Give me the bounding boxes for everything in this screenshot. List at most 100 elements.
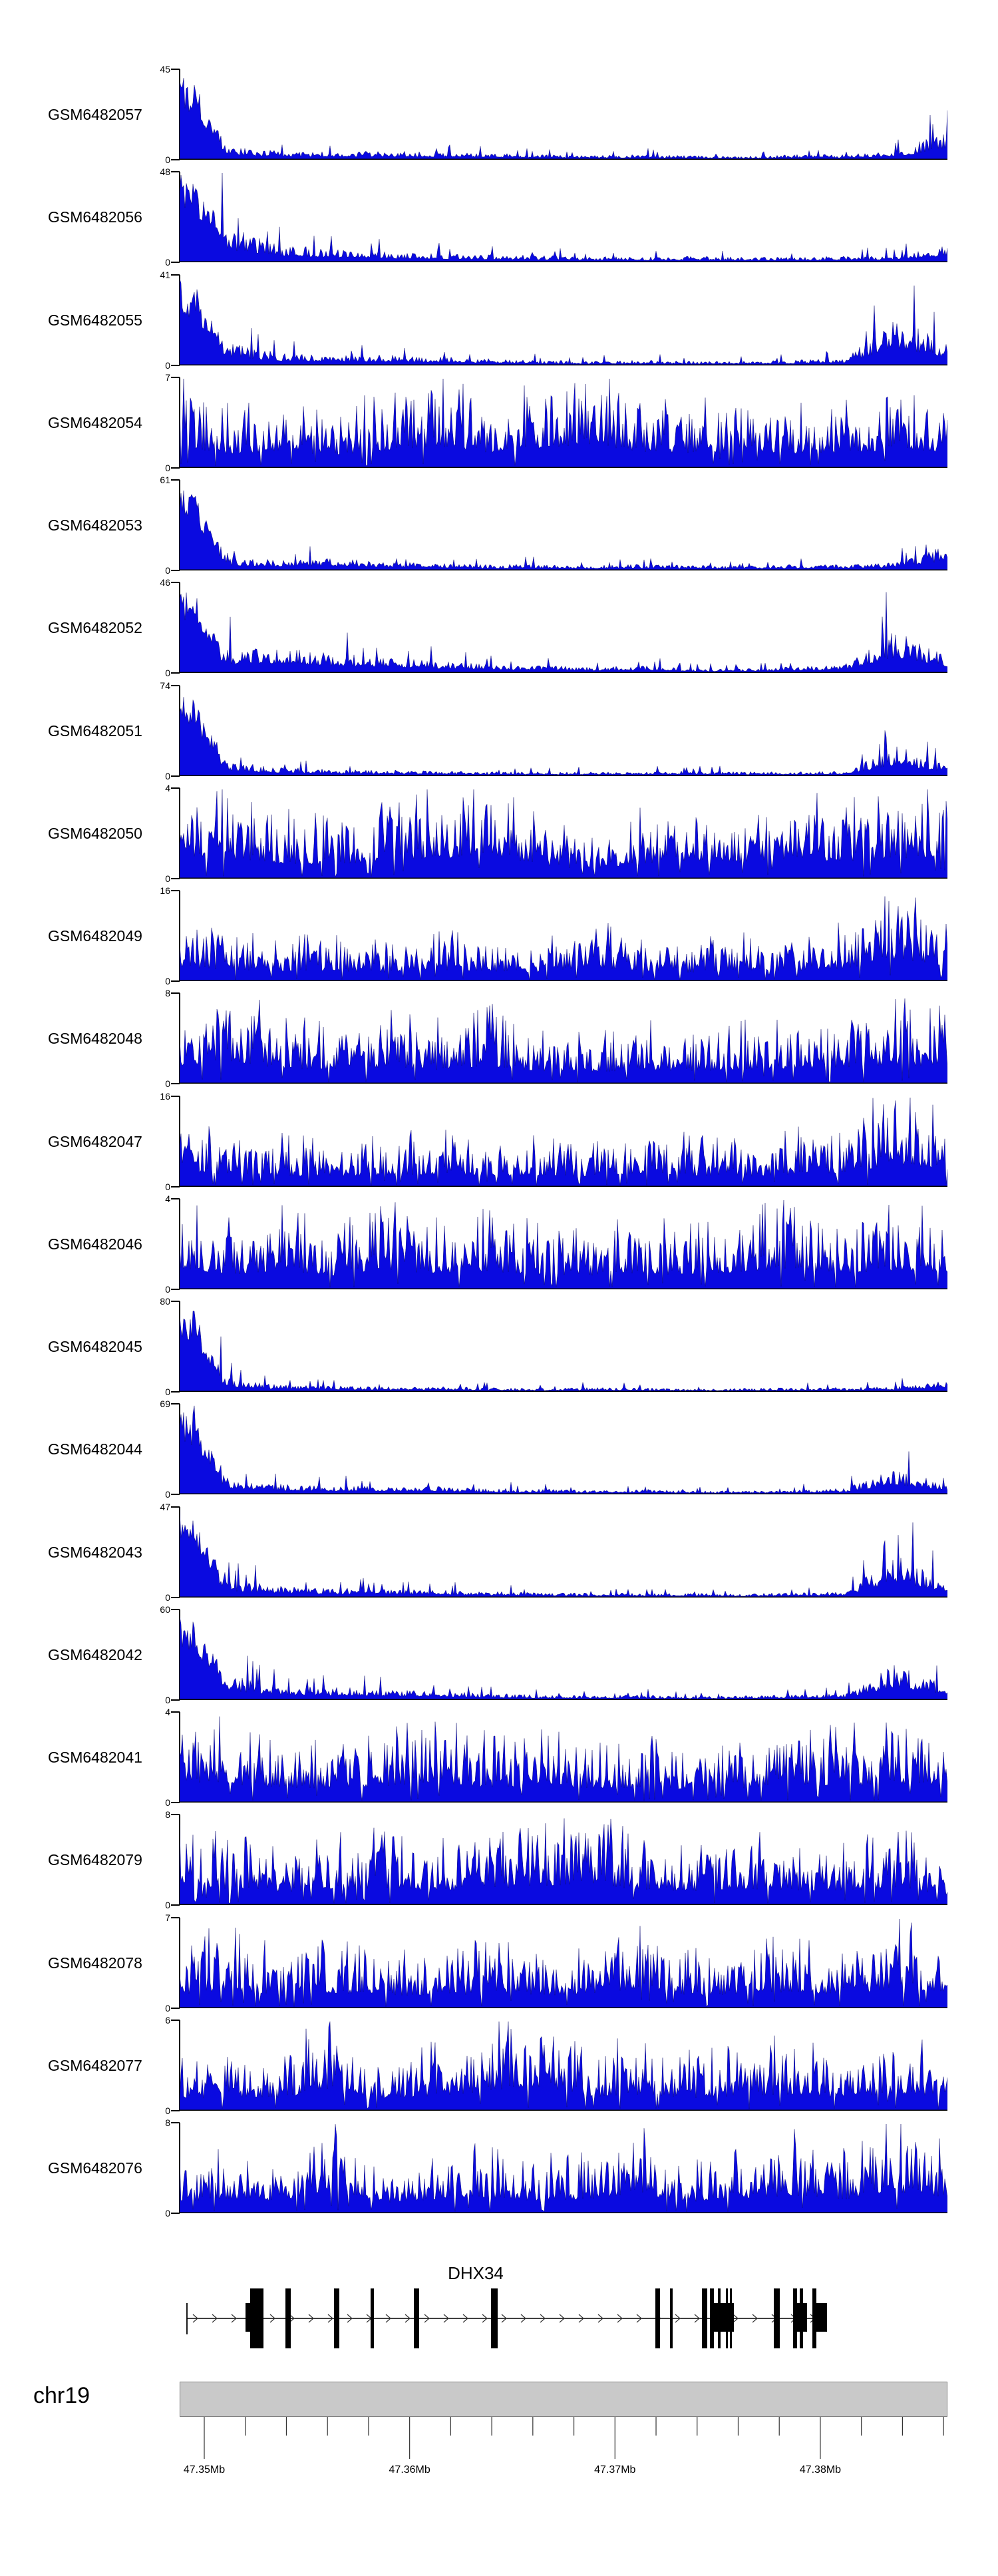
y-axis-zero-tick (171, 877, 180, 879)
track-zero-label: 0 (165, 565, 170, 576)
gene-exon-block (730, 2288, 732, 2348)
y-axis-top-tick (171, 69, 180, 70)
gene-exon-block (491, 2288, 498, 2348)
coverage-signal (180, 696, 947, 776)
y-axis-zero-tick (171, 1904, 180, 1906)
strand-arrow-icon (617, 2314, 623, 2323)
track-label: GSM6482054 (48, 413, 142, 431)
track-zero-label: 0 (165, 1283, 170, 1295)
track-ymax-label: 4 (165, 1193, 170, 1204)
gene-exon-block (774, 2288, 780, 2348)
coverage-signal (180, 1311, 947, 1392)
strand-arrow-icon (212, 2314, 218, 2323)
y-axis-zero-tick (171, 775, 180, 777)
track-label: GSM6482076 (48, 2159, 142, 2177)
gene-utr-block (816, 2303, 827, 2332)
y-axis-top-tick (171, 1506, 180, 1508)
axis-tick-label: 47.38Mb (800, 2464, 841, 2475)
gene-exon-block (371, 2288, 374, 2348)
track-zero-label: 0 (165, 359, 170, 371)
track-zero-label: 0 (165, 154, 170, 165)
strand-arrow-icon (269, 2314, 275, 2323)
coverage-signal (180, 2021, 947, 2111)
track-label: GSM6482047 (48, 1132, 142, 1150)
coverage-signal (180, 1819, 947, 1906)
coverage-signal (180, 592, 947, 674)
coverage-signal (180, 78, 947, 160)
track-ymax-label: 16 (160, 885, 170, 896)
track-ymax-label: 74 (160, 680, 170, 691)
track-zero-label: 0 (165, 462, 170, 473)
y-axis-zero-tick (171, 570, 180, 571)
coverage-signal (180, 278, 947, 365)
track-zero-label: 0 (165, 1078, 170, 1090)
y-axis-top-tick (171, 1403, 180, 1405)
strand-arrow-icon (192, 2314, 198, 2323)
y-axis-zero-tick (171, 1083, 180, 1085)
y-axis-line (179, 787, 180, 879)
coverage-signal (180, 1509, 947, 1598)
track-label: GSM6482050 (48, 824, 142, 842)
coverage-signal (180, 378, 947, 468)
track-zero-label: 0 (165, 257, 170, 268)
coverage-signal (180, 173, 947, 263)
y-axis-top-tick (171, 1301, 180, 1302)
track-zero-label: 0 (165, 1694, 170, 1705)
coverage-signal (180, 1097, 947, 1187)
y-axis-top-tick (171, 376, 180, 378)
y-axis-zero-tick (171, 1802, 180, 1803)
y-axis-zero-tick (171, 1391, 180, 1393)
y-axis-zero-tick (171, 2109, 180, 2111)
track-label: GSM6482046 (48, 1235, 142, 1253)
gene-exon-block (670, 2288, 673, 2348)
y-axis-top-tick (171, 2122, 180, 2123)
track-label: GSM6482043 (48, 1543, 142, 1561)
y-axis-line (179, 891, 180, 981)
strand-arrow-icon (424, 2314, 430, 2323)
y-axis-top-tick (171, 684, 180, 686)
gene-exon-block (812, 2288, 816, 2348)
track-ymax-label: 48 (160, 166, 170, 178)
y-axis-top-tick (171, 890, 180, 891)
coverage-signal (180, 896, 947, 981)
gene-exon-block (702, 2288, 707, 2348)
strand-arrow-icon (405, 2314, 411, 2323)
y-axis-top-tick (171, 1095, 180, 1097)
genomic-axis: 47.35Mb 47.36Mb 47.37Mb 47.38Mb (184, 2417, 944, 2475)
strand-arrow-icon (289, 2314, 295, 2323)
y-axis-zero-tick (171, 364, 180, 366)
gene-model (186, 2288, 827, 2348)
coverage-signal (180, 998, 947, 1084)
track-label: GSM6482077 (48, 2056, 142, 2074)
track-label: GSM6482056 (48, 208, 142, 226)
strand-arrow-icon (385, 2314, 391, 2323)
chromosome-label: chr19 (33, 2383, 90, 2408)
track-label: GSM6482078 (48, 1954, 142, 1972)
strand-arrow-icon (308, 2314, 314, 2323)
strand-arrow-icon (597, 2314, 603, 2323)
track-zero-label: 0 (165, 873, 170, 884)
track-zero-label: 0 (165, 1797, 170, 1808)
track-zero-label: 0 (165, 770, 170, 781)
strand-arrow-icon (675, 2314, 681, 2323)
strand-arrow-icon (636, 2314, 642, 2323)
track-ymax-label: 69 (160, 1398, 170, 1410)
coverage-signal (180, 490, 947, 570)
y-axis-zero-tick (171, 1185, 180, 1187)
y-axis-zero-tick (171, 2007, 180, 2009)
coverage-signal (180, 1918, 947, 2008)
axis-tick-label: 47.37Mb (594, 2464, 635, 2475)
axis-tick-label: 47.35Mb (184, 2464, 225, 2475)
coverage-signal (180, 789, 947, 879)
y-axis-top-tick (171, 1814, 180, 1816)
strand-arrow-icon (482, 2314, 488, 2323)
y-axis-zero-tick (171, 1596, 180, 1598)
strand-arrow-icon (559, 2314, 565, 2323)
y-axis-zero-tick (171, 1494, 180, 1496)
gene-exon-block (718, 2288, 721, 2348)
track-ymax-label: 46 (160, 577, 170, 588)
y-axis-zero-tick (171, 1288, 180, 1290)
axis-tick-label: 47.36Mb (389, 2464, 430, 2475)
track-ymax-label: 7 (165, 371, 170, 383)
y-axis-top-tick (171, 787, 180, 789)
